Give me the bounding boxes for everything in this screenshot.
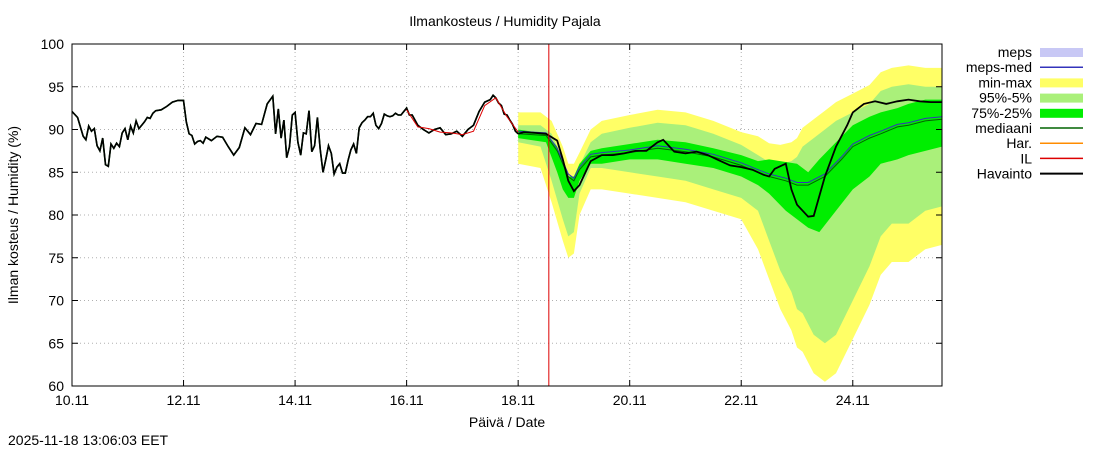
y-tick-label: 70 bbox=[48, 293, 64, 309]
x-tick-label: 12.11 bbox=[167, 392, 201, 408]
x-tick-label: 18.11 bbox=[501, 392, 535, 408]
legend-swatch-meps bbox=[1040, 48, 1083, 57]
y-tick-label: 80 bbox=[48, 207, 64, 223]
y-tick-label: 90 bbox=[48, 122, 64, 138]
chart-title: Ilmankosteus / Humidity Pajala bbox=[409, 13, 601, 29]
legend-swatch-p95_5 bbox=[1040, 93, 1083, 103]
legend-label-median: mediaani bbox=[975, 120, 1032, 136]
x-tick-label: 20.11 bbox=[613, 392, 647, 408]
meps-median-line bbox=[518, 116, 943, 183]
y-tick-label: 65 bbox=[48, 335, 64, 351]
legend-label-p75_25: 75%-25% bbox=[971, 105, 1032, 121]
legend-swatch-p75_25 bbox=[1040, 108, 1083, 118]
legend-label-il: IL bbox=[1020, 150, 1032, 166]
x-tick-label: 16.11 bbox=[390, 392, 424, 408]
series-lines bbox=[71, 44, 943, 386]
il-history-line bbox=[406, 97, 519, 136]
axis-ticks: 60 65 70 75 80 85 90 95 100 10.11 12.11 14.11 16.11 1… bbox=[41, 36, 942, 408]
y-tick-label: 60 bbox=[48, 378, 64, 394]
x-tick-label: 24.11 bbox=[836, 392, 870, 408]
y-tick-label: 100 bbox=[41, 36, 65, 52]
x-tick-label: 14.11 bbox=[278, 392, 312, 408]
y-tick-label: 95 bbox=[48, 79, 64, 95]
timestamp: 2025-11-18 13:06:03 EET bbox=[8, 432, 169, 448]
y-axis-label: Ilman kosteus / Humidity (%) bbox=[5, 126, 21, 304]
legend-label-minmax: min-max bbox=[978, 74, 1032, 90]
legend-swatch-minmax bbox=[1040, 78, 1083, 88]
x-tick-label: 22.11 bbox=[724, 392, 758, 408]
x-axis-label: Päivä / Date bbox=[469, 414, 545, 430]
havainto-history-line bbox=[71, 93, 519, 178]
y-tick-label: 75 bbox=[48, 250, 64, 266]
legend-label-obs: Havainto bbox=[977, 166, 1032, 182]
legend-label-p95_5: 95%-5% bbox=[979, 90, 1032, 106]
havainto-forecast-line bbox=[517, 98, 942, 218]
y-tick-label: 85 bbox=[48, 164, 64, 180]
legend: mepsmeps-medmin-max95%-5%75%-25%mediaani… bbox=[966, 44, 1083, 182]
legend-label-har: Har. bbox=[1006, 135, 1032, 151]
legend-label-meps: meps bbox=[998, 44, 1032, 60]
x-tick-label: 10.11 bbox=[55, 392, 89, 408]
legend-label-meps_med: meps-med bbox=[966, 59, 1032, 75]
